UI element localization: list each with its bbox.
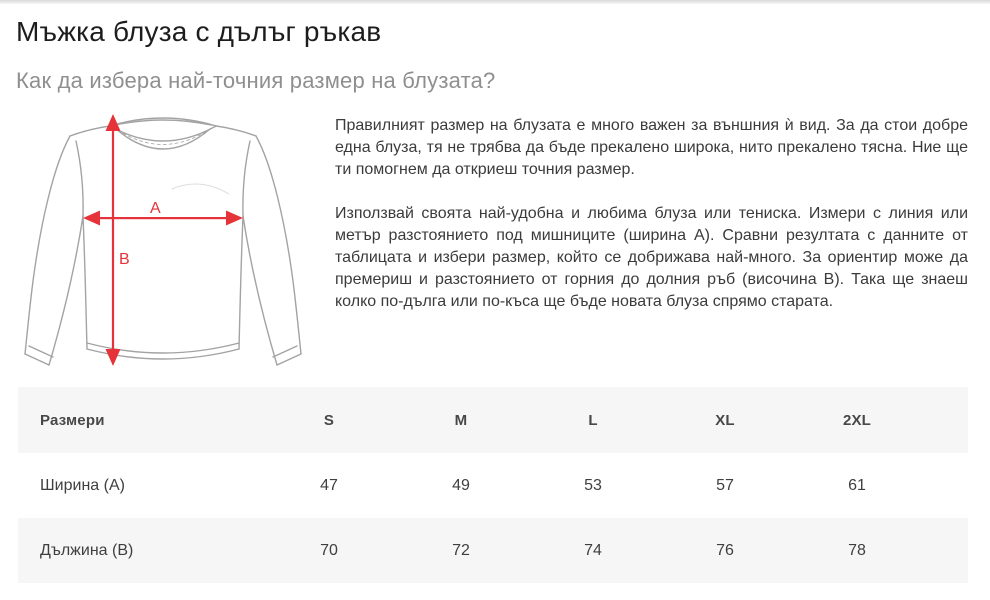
shirt-diagram-svg: A B [24, 114, 302, 366]
row-label-width: Ширина (A) [40, 476, 125, 494]
torso-left-side [82, 215, 88, 350]
length-arrow-b [105, 114, 121, 366]
right-shoulder-line [215, 125, 257, 137]
shirt-measurement-diagram: A B [20, 103, 322, 383]
left-shoulder-line [69, 125, 111, 137]
left-sleeve-outer [24, 135, 71, 355]
shirt-outline-drawing [24, 117, 302, 366]
right-cuff-edge [276, 353, 302, 366]
row-label-length: Дължина (B) [40, 541, 134, 559]
chest-crease-line [171, 183, 230, 195]
left-sleeve-inner [48, 215, 84, 366]
intro-text: Правилният размер на блузата е много важ… [335, 103, 968, 383]
collar-back-line [109, 117, 217, 127]
length-value-s: 70 [320, 541, 338, 559]
intro-section: A B Правилният размер на блузата е много… [16, 103, 968, 383]
width-value-l: 53 [584, 476, 602, 494]
left-cuff-edge [24, 353, 50, 366]
length-label-b: B [119, 251, 130, 268]
column-header-2xl: 2XL [842, 411, 872, 429]
collar-stitch-line [112, 126, 214, 145]
column-header-xl: XL [715, 411, 735, 429]
size-table-header-row: Размери S M L XL 2XL [18, 387, 968, 453]
width-value-s: 47 [320, 476, 338, 494]
table-row-width: Ширина (A) 47 49 53 57 61 [18, 453, 968, 518]
intro-paragraph-1: Правилният размер на блузата е много важ… [335, 117, 968, 178]
column-header-s: S [323, 411, 335, 429]
width-value-m: 49 [452, 476, 470, 494]
right-armhole-seam [242, 140, 251, 217]
width-value-xl: 57 [716, 476, 734, 494]
intro-paragraph-2: Използвай своята най-удобна и любима блу… [335, 205, 968, 310]
collar-opening-line [109, 125, 217, 142]
page-subtitle: Как да избера най-точния размер на блуза… [16, 68, 496, 93]
width-arrow-a [83, 210, 243, 226]
column-header-m: M [454, 411, 468, 429]
length-value-l: 74 [584, 541, 602, 559]
column-header-l: L [588, 411, 598, 429]
collar-back-inner-line [114, 119, 212, 126]
hem-band-line [86, 342, 240, 354]
width-label-a: A [150, 200, 161, 217]
length-value-m: 72 [452, 541, 470, 559]
measurement-arrows: A B [83, 114, 243, 366]
width-value-2xl: 61 [848, 476, 866, 494]
column-header-sizes: Размери [40, 411, 105, 429]
torso-right-side [238, 215, 244, 350]
right-cuff-band [272, 345, 298, 358]
table-row-length: Дължина (B) 70 72 74 76 78 [18, 518, 968, 583]
left-armhole-seam [75, 140, 84, 217]
hem-line [86, 348, 240, 360]
page-title: Мъжка блуза с дълъг ръкав [16, 16, 382, 47]
length-value-2xl: 78 [848, 541, 866, 559]
right-sleeve-inner [242, 215, 278, 366]
top-shadow-strip [0, 0, 990, 4]
size-guide-page: Мъжка блуза с дълъг ръкав Как да избера … [0, 15, 990, 583]
size-table: Размери S M L XL 2XL Ширина (A) 47 49 53… [18, 387, 968, 583]
right-sleeve-outer [255, 135, 302, 355]
length-value-xl: 76 [716, 541, 734, 559]
left-cuff-band [28, 345, 54, 358]
collar-band-line [115, 128, 211, 150]
